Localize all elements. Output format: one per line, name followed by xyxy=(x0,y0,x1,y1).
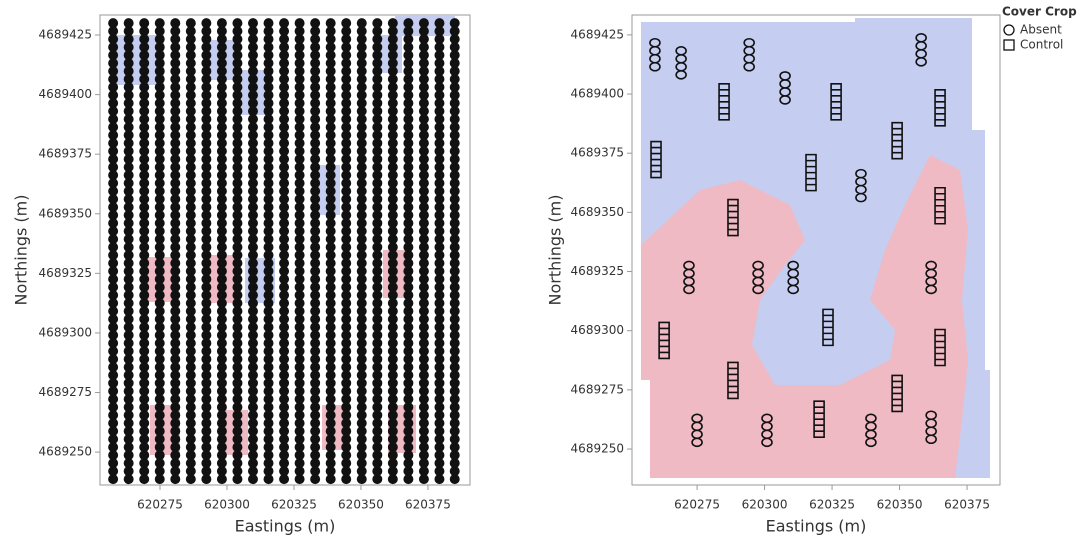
x-tick-label: 620375 xyxy=(944,498,990,512)
y-tick-label: 4689375 xyxy=(39,147,92,161)
marker-stack xyxy=(787,260,799,295)
marker-stack xyxy=(743,38,755,72)
marker-stack xyxy=(915,33,927,67)
legend-label: Absent xyxy=(1020,23,1062,37)
plot-frame xyxy=(99,14,471,486)
marker-stack xyxy=(855,168,867,203)
marker-stack xyxy=(658,321,670,360)
marker-stack xyxy=(865,413,877,448)
y-axis-title: Northings (m) xyxy=(12,195,31,306)
y-tick-label: 4689375 xyxy=(571,146,624,160)
x-axis-title: Eastings (m) xyxy=(766,517,867,536)
legend-entry: Absent xyxy=(1003,23,1062,37)
marker-stack xyxy=(718,83,730,121)
marker-stack xyxy=(727,361,739,400)
y-tick-label: 4689400 xyxy=(571,87,624,101)
legend-entry: Control xyxy=(1003,38,1063,52)
legend-title: Cover Crop xyxy=(1002,5,1077,19)
marker-stack xyxy=(934,186,946,225)
x-tick-label: 620275 xyxy=(674,498,720,512)
marker-stack xyxy=(691,413,703,448)
marker-stack xyxy=(683,260,695,295)
x-tick-label: 620300 xyxy=(204,498,250,512)
y-tick-label: 4689325 xyxy=(571,264,624,278)
x-tick-label: 620350 xyxy=(877,498,923,512)
plot-frame xyxy=(631,14,1001,486)
marker-stack xyxy=(727,198,739,237)
x-tick-label: 620350 xyxy=(338,498,384,512)
x-tick-label: 620325 xyxy=(809,498,855,512)
y-tick-label: 4689300 xyxy=(39,325,92,339)
marker-stack xyxy=(805,153,817,192)
y-tick-label: 4689275 xyxy=(39,385,92,399)
marker-stack xyxy=(675,46,687,80)
x-tick-label: 620375 xyxy=(405,498,451,512)
marker-stack xyxy=(813,400,825,439)
y-tick-label: 4689425 xyxy=(571,27,624,41)
y-tick-label: 4689350 xyxy=(39,206,92,220)
marker-stack xyxy=(822,308,834,347)
y-tick-label: 4689425 xyxy=(39,28,92,42)
x-tick-label: 620325 xyxy=(271,498,317,512)
marker-stack xyxy=(830,83,842,121)
y-tick-label: 4689400 xyxy=(39,87,92,101)
marker-stack xyxy=(891,374,903,413)
marker-stack xyxy=(761,413,773,448)
y-axis-title: Northings (m) xyxy=(546,195,565,306)
x-tick-label: 620300 xyxy=(742,498,788,512)
surface xyxy=(641,18,990,478)
marker-stack xyxy=(934,88,946,127)
marker-stack xyxy=(779,71,791,105)
legend-symbol xyxy=(1003,24,1015,36)
marker-stack xyxy=(752,260,764,295)
y-tick-label: 4689350 xyxy=(571,205,624,219)
y-tick-label: 4689300 xyxy=(571,323,624,337)
legend-symbol xyxy=(1003,39,1015,51)
x-axis-title: Eastings (m) xyxy=(235,517,336,536)
x-tick-label: 620275 xyxy=(137,498,183,512)
y-tick-label: 4689250 xyxy=(571,442,624,456)
y-tick-label: 4689250 xyxy=(39,445,92,459)
marker-stack xyxy=(925,410,937,444)
marker-stack xyxy=(925,260,937,295)
marker-stack xyxy=(934,328,946,367)
y-tick-label: 4689275 xyxy=(571,382,624,396)
legend-label: Control xyxy=(1020,38,1063,52)
marker-stack xyxy=(649,38,661,72)
marker-stack xyxy=(891,121,903,160)
marker-stack xyxy=(650,140,662,179)
y-tick-label: 4689325 xyxy=(39,266,92,280)
